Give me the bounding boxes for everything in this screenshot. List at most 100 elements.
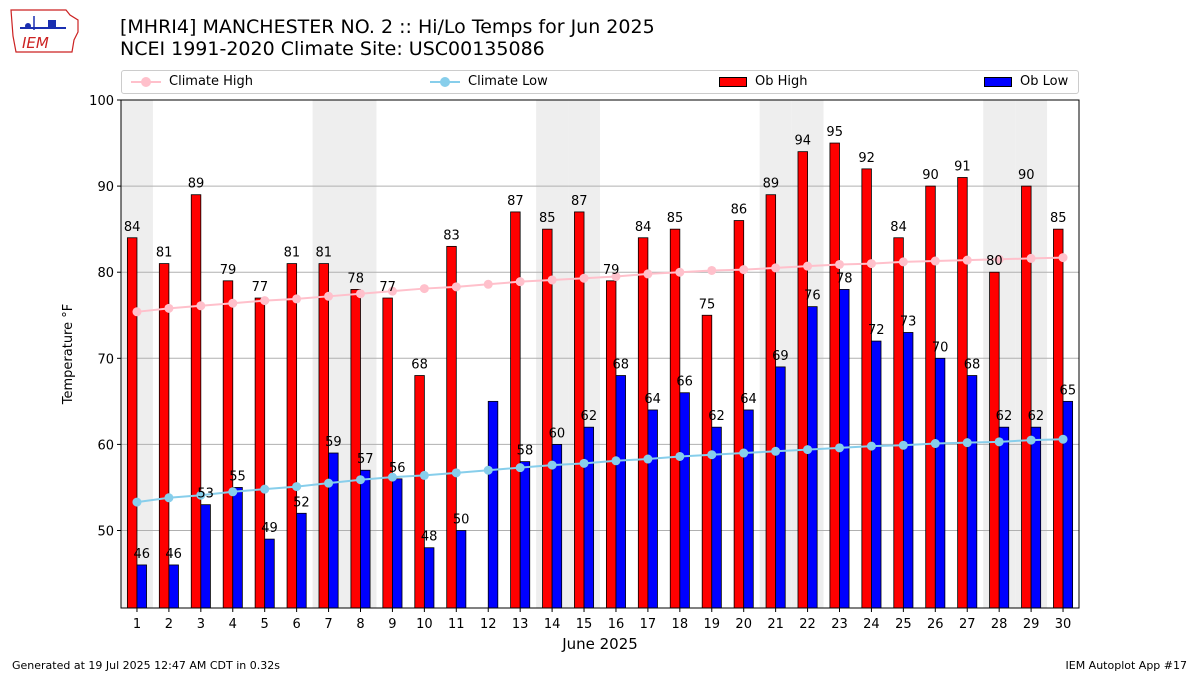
ob-low-bar-day-11: [455, 530, 467, 609]
ob-high-bar-day-25: [893, 237, 904, 609]
x-axis-label: June 2025: [561, 635, 638, 653]
ob-low-label-day-2: 46: [165, 547, 182, 562]
logo-text: IEM: [22, 34, 49, 52]
x-tick-label-5: 5: [261, 617, 269, 632]
ob-high-label-day-2: 81: [156, 246, 173, 261]
ob-low-label-day-29: 62: [1028, 409, 1045, 424]
ob-high-bar-day-21: [765, 194, 777, 609]
ob-low-label-day-11: 50: [453, 513, 470, 528]
y-tick-label-100: 100: [89, 94, 114, 109]
climate-high-point-day-12: [483, 279, 493, 289]
ob-low-bar-day-25: [902, 332, 914, 609]
ob-low-bar-day-20: [743, 409, 754, 609]
ob-low-bar-day-18: [679, 392, 690, 609]
climate-high-point-day-18: [675, 267, 685, 277]
climate-low-point-day-28: [994, 437, 1004, 447]
y-axis-label: Temperature °F: [61, 304, 76, 405]
legend-climate-low: Climate Low: [430, 74, 548, 89]
x-tick-label-27: 27: [959, 617, 976, 632]
x-tick-label-25: 25: [895, 617, 912, 632]
climate-high-point-day-2: [164, 303, 174, 313]
x-tick-label-11: 11: [448, 617, 465, 632]
climate-low-point-day-8: [356, 475, 365, 485]
ob-high-label-day-28: 80: [986, 254, 1003, 269]
y-axis-ticks: 50 60 70 80 90 100: [89, 94, 121, 540]
ob-high-bar-day-8: [350, 289, 361, 609]
ob-high-label-day-25: 84: [890, 220, 907, 235]
ob-high-bar-day-27: [957, 177, 968, 609]
climate-low-point-day-19: [707, 450, 717, 460]
ob-low-bar-day-24: [871, 340, 882, 609]
ob-high-label-day-20: 86: [731, 203, 748, 218]
ob-low-label-day-28: 62: [996, 409, 1013, 424]
ob-high-bar-day-6: [286, 263, 298, 609]
climate-low-point-day-12: [483, 465, 493, 475]
legend-ob-low: Ob Low: [984, 74, 1068, 89]
climate-high-point-day-28: [994, 254, 1004, 264]
climate-low-point-day-30: [1058, 434, 1068, 444]
climate-high-point-day-7: [324, 291, 334, 301]
climate-low-point-day-25: [898, 440, 908, 450]
footer-generated: Generated at 19 Jul 2025 12:47 AM CDT in…: [12, 659, 280, 672]
ob-low-label-day-8: 57: [357, 452, 374, 467]
plot-frame: [120, 99, 1080, 609]
ob-high-bar-day-29: [1021, 185, 1032, 609]
ob-low-label-day-21: 69: [772, 349, 789, 364]
ob-low-bar-day-4: [232, 487, 243, 609]
climate-high-point-day-22: [803, 261, 813, 271]
ob-low-label-day-18: 66: [676, 375, 693, 390]
ob-high-bar-day-26: [925, 185, 936, 609]
ob-high-label-day-11: 83: [443, 228, 460, 243]
footer-app: IEM Autoplot App #17: [1065, 659, 1188, 672]
x-tick-label-17: 17: [640, 617, 657, 632]
legend-climate-low-label: Climate Low: [468, 74, 548, 89]
ob-high-bar-day-9: [382, 297, 393, 609]
ob-high-label-day-4: 79: [220, 263, 237, 278]
title-line-2: NCEI 1991-2020 Climate Site: USC00135086: [120, 38, 545, 60]
ob-low-bar-day-17: [647, 409, 658, 609]
ob-low-bar-day-22: [807, 306, 818, 609]
ob-high-label-day-13: 87: [507, 194, 524, 209]
ob-low-label-day-16: 68: [612, 358, 629, 373]
ob-low-label-day-22: 76: [804, 289, 821, 304]
ob-high-bar-day-5: [254, 297, 266, 609]
ob-low-bar-day-8: [360, 469, 371, 609]
ob-low-label-day-24: 72: [868, 323, 885, 338]
climate-low-point-day-6: [292, 482, 302, 492]
climate-low-swatch-icon: [430, 75, 460, 89]
ob-high-label-day-27: 91: [954, 159, 971, 174]
x-tick-label-9: 9: [388, 617, 396, 632]
climate-low-point-day-1: [132, 497, 142, 507]
climate-high-point-day-26: [930, 256, 940, 266]
climate-high-point-day-29: [1026, 253, 1036, 263]
y-tick-label-80: 80: [97, 266, 114, 281]
climate-high-point-day-23: [835, 259, 844, 269]
ob-low-bar-day-26: [934, 357, 946, 609]
ob-high-label-day-29: 90: [1018, 168, 1035, 183]
ob-high-label-day-26: 90: [922, 168, 939, 183]
ob-low-bar-day-27: [966, 375, 978, 609]
ob-high-swatch-icon: [719, 76, 747, 87]
climate-high-point-day-1: [132, 307, 142, 317]
x-tick-label-8: 8: [356, 617, 364, 632]
legend-ob-high: Ob High: [719, 74, 808, 89]
climate-low-point-day-23: [835, 443, 844, 453]
ob-high-bar-day-10: [414, 375, 425, 609]
bar-labels: 84 46 81 46 89 53 79 55 77 49 81 52 81 59 78 57 77 56 68 48…: [124, 125, 1076, 562]
ob-low-label-day-23: 78: [836, 271, 853, 286]
ob-low-label-day-27: 68: [964, 358, 981, 373]
climate-high-point-day-25: [898, 257, 908, 267]
ob-high-bar-day-16: [605, 280, 617, 609]
legend: Climate High Climate Low Ob High Ob Low: [121, 70, 1079, 94]
climate-low-point-day-14: [547, 460, 557, 470]
climate-low-point-day-24: [866, 441, 876, 451]
climate-high-point-day-4: [228, 298, 238, 308]
ob-low-bar-day-16: [615, 375, 626, 609]
climate-low-point-day-11: [451, 468, 461, 478]
ob-high-label-day-8: 78: [347, 271, 364, 286]
climate-low-point-day-10: [419, 470, 429, 480]
ob-high-label-day-21: 89: [763, 177, 780, 192]
ob-high-bar-day-14: [542, 228, 553, 609]
climate-high-point-day-3: [196, 301, 206, 311]
